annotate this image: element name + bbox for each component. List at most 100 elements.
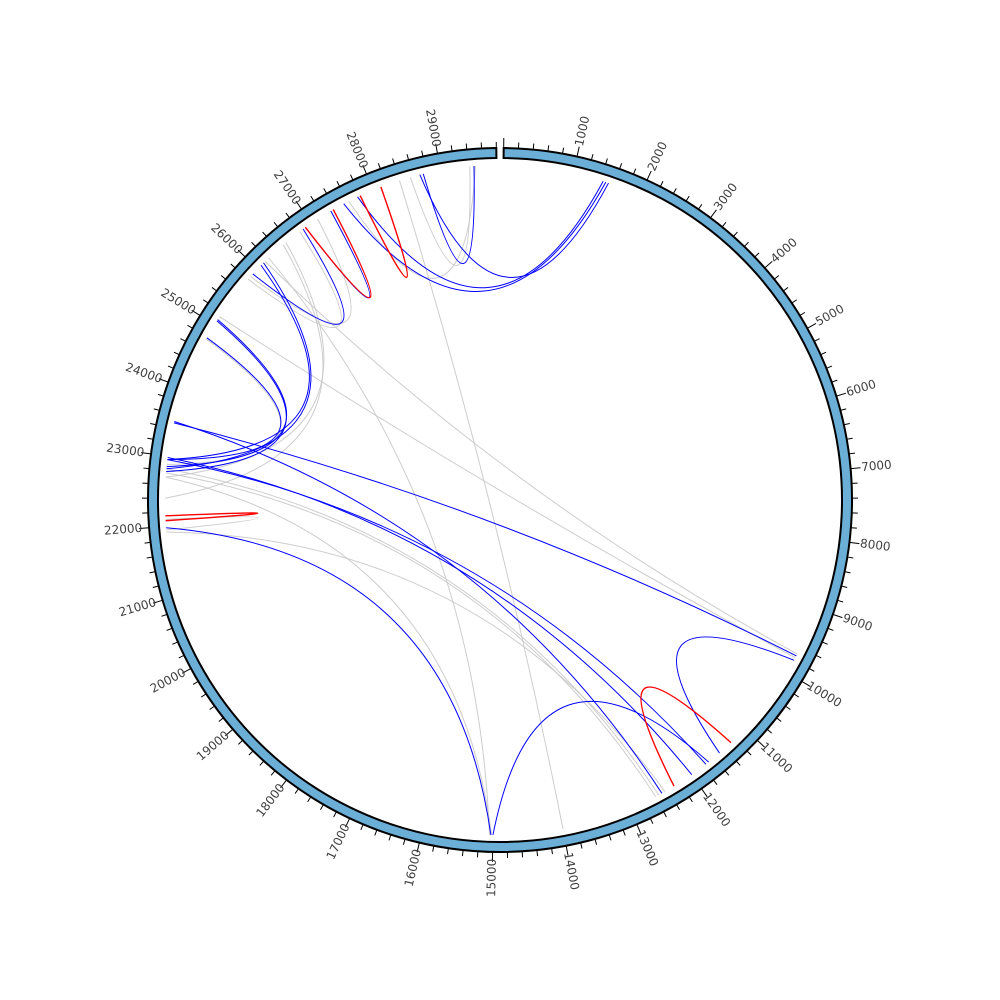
blue-link [166,527,492,835]
minor-tick [844,571,851,574]
minor-tick [166,627,173,631]
major-tick [565,845,569,856]
minor-tick [377,163,381,170]
minor-tick [388,834,392,841]
major-tick [756,739,765,748]
position-label: 15000 [484,859,499,897]
minor-tick [270,770,276,776]
major-tick [576,146,580,157]
minor-tick [320,804,324,810]
minor-tick [743,241,749,247]
minor-tick [180,338,187,342]
position-label: 25000 [158,286,198,318]
position-label: 24000 [124,360,165,386]
major-tick [237,249,246,258]
minor-tick [147,437,154,440]
position-label: 17000 [324,821,353,862]
position-label: 2000 [645,140,670,174]
gray-link [166,338,282,466]
position-label: 7000 [861,457,893,474]
minor-tick [820,351,827,356]
minor-tick [622,829,626,836]
position-label: 10000 [804,678,844,710]
minor-tick [782,287,789,292]
minor-tick [173,351,180,356]
minor-tick [813,338,820,342]
minor-tick [841,585,848,588]
minor-tick [294,788,299,794]
minor-tick [793,693,800,698]
major-tick [710,209,717,219]
gray-link [219,316,796,659]
minor-tick [161,613,168,617]
minor-tick [776,717,782,722]
minor-tick [200,693,207,698]
position-label: 3000 [711,180,740,213]
gray-link [409,166,471,266]
minor-tick [698,204,703,210]
minor-tick [248,750,254,756]
minor-tick [826,365,833,369]
minor-tick [336,181,341,187]
minor-tick [688,796,693,803]
minor-tick [259,760,265,766]
position-label: 21000 [117,595,158,619]
minor-tick [590,154,594,161]
major-tick [362,164,368,175]
major-tick [181,668,192,674]
minor-tick [150,422,157,426]
minor-tick [209,705,215,710]
major-tick [764,260,773,269]
minor-tick [821,641,828,645]
minor-tick [238,739,244,745]
minor-tick [846,437,853,440]
minor-tick [172,641,179,645]
minor-tick [230,263,236,269]
minor-tick [713,779,718,785]
major-tick [435,143,438,154]
minor-tick [672,188,677,194]
minor-tick [153,408,160,411]
gray-link [165,476,493,835]
minor-tick [580,842,583,849]
major-tick [850,467,861,470]
position-label: 19000 [194,728,232,763]
position-label: 13000 [634,828,662,869]
minor-tick [202,299,209,304]
minor-tick [532,143,535,150]
blue-link [166,319,288,468]
minor-tick [721,221,727,228]
ideogram-layer [147,147,853,853]
minor-tick [192,680,199,685]
position-label: 14000 [561,851,582,891]
position-label: 6000 [844,377,877,399]
minor-tick [594,838,598,845]
minor-tick [840,408,847,411]
major-tick [836,392,847,397]
position-label: 28000 [343,130,370,171]
position-label: 22000 [104,521,143,538]
gray-link [164,244,324,499]
minor-tick [799,311,806,316]
minor-tick [402,838,406,845]
major-tick [344,818,351,828]
minor-tick [220,275,227,280]
minor-tick [146,556,153,559]
position-label: 20000 [148,665,188,696]
minor-tick [143,467,150,470]
minor-tick [847,556,854,559]
minor-tick [432,845,435,852]
gray-link [165,242,325,478]
gray-link [166,472,657,797]
gray-link [268,257,490,835]
gray-link [399,180,564,830]
minor-tick [218,717,224,722]
minor-tick [619,163,623,170]
gray-link [165,516,259,531]
major-tick [849,541,860,545]
position-label: 8000 [859,536,891,554]
blue-link [492,700,710,836]
gray-link [264,260,798,655]
major-tick [158,378,169,383]
